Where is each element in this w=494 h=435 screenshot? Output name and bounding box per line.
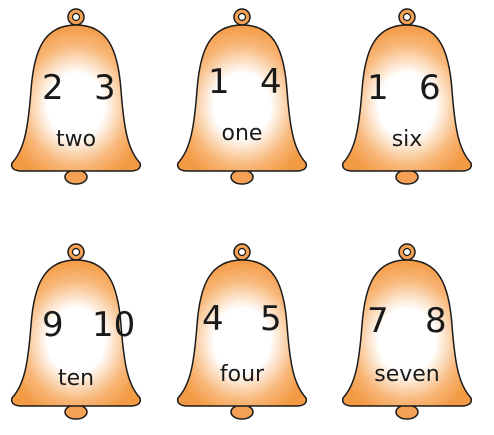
left-number: 7 (367, 301, 389, 341)
bell-card: 9 10 ten (6, 240, 146, 430)
left-number: 1 (367, 68, 389, 108)
number-word: ten (57, 366, 95, 391)
left-number: 2 (42, 68, 64, 108)
number-word: seven (374, 362, 440, 387)
left-number: 4 (202, 299, 224, 339)
right-number: 3 (94, 68, 116, 108)
right-number: 4 (260, 62, 282, 102)
bell-card: 1 6 six (337, 5, 477, 195)
bell-icon (337, 240, 477, 430)
bell-card: 4 5 four (172, 240, 312, 430)
number-word: two (55, 127, 97, 152)
right-number: 10 (92, 305, 136, 345)
left-number: 9 (42, 305, 64, 345)
bell-icon (337, 5, 477, 195)
right-number: 8 (425, 301, 447, 341)
right-number: 5 (260, 299, 282, 339)
number-word: one (221, 121, 263, 146)
number-word: four (219, 362, 265, 387)
bell-icon (172, 5, 312, 195)
bell-card: 1 4 one (172, 5, 312, 195)
bell-icon (172, 240, 312, 430)
bell-card: 2 3 two (6, 5, 146, 195)
bell-card: 7 8 seven (337, 240, 477, 430)
bell-icon (6, 5, 146, 195)
number-word: six (391, 127, 423, 152)
left-number: 1 (208, 62, 230, 102)
right-number: 6 (419, 68, 441, 108)
